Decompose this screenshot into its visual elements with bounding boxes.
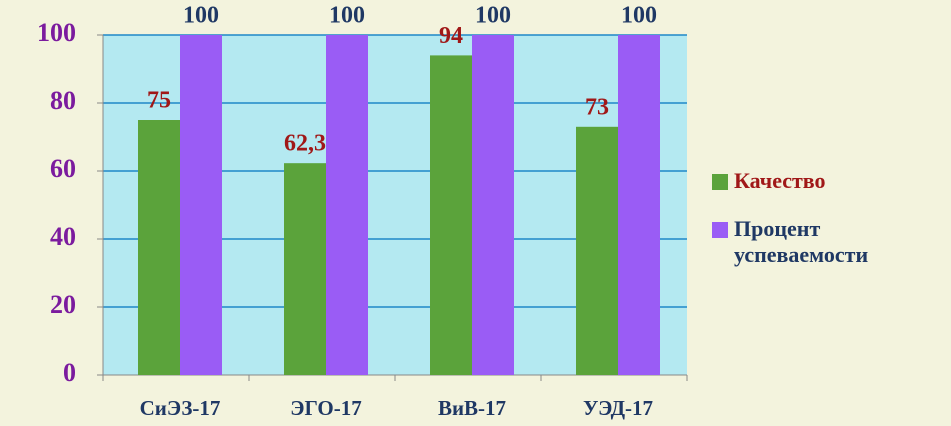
legend-swatch: [712, 174, 728, 190]
data-label: 100: [475, 3, 511, 29]
bar: [576, 126, 618, 375]
legend-label: Качество: [734, 168, 826, 193]
data-label: 100: [183, 3, 219, 29]
y-tick-label: 40: [50, 222, 76, 251]
x-tick-label: СиЭЗ-17: [140, 396, 221, 420]
bar: [284, 163, 326, 375]
y-tick-label: 0: [63, 358, 76, 387]
legend-label: Процент успеваемости: [734, 216, 869, 267]
bar: [326, 35, 368, 375]
legend-item: Процент успеваемости: [712, 216, 947, 268]
bar: [180, 35, 222, 375]
bar: [430, 55, 472, 376]
x-tick-label: ВиВ-17: [438, 396, 506, 420]
data-label: 100: [329, 3, 365, 29]
data-label: 62,3: [284, 131, 326, 157]
y-tick-label: 60: [50, 154, 76, 183]
data-label: 100: [621, 3, 657, 29]
legend-item: Качество: [712, 168, 947, 194]
data-label: 73: [585, 94, 609, 120]
bar: [138, 120, 180, 375]
data-label: 75: [147, 88, 171, 114]
legend-swatch: [712, 222, 728, 238]
data-label: 94: [439, 23, 463, 49]
x-tick-label: УЭД-17: [583, 396, 653, 420]
bar: [618, 35, 660, 375]
legend: Качество Процент успеваемости: [712, 168, 947, 290]
y-tick-label: 100: [37, 18, 76, 47]
y-tick-label: 20: [50, 290, 76, 319]
x-tick-label: ЭГО-17: [290, 396, 361, 420]
y-tick-label: 80: [50, 86, 76, 115]
bar: [472, 35, 514, 375]
